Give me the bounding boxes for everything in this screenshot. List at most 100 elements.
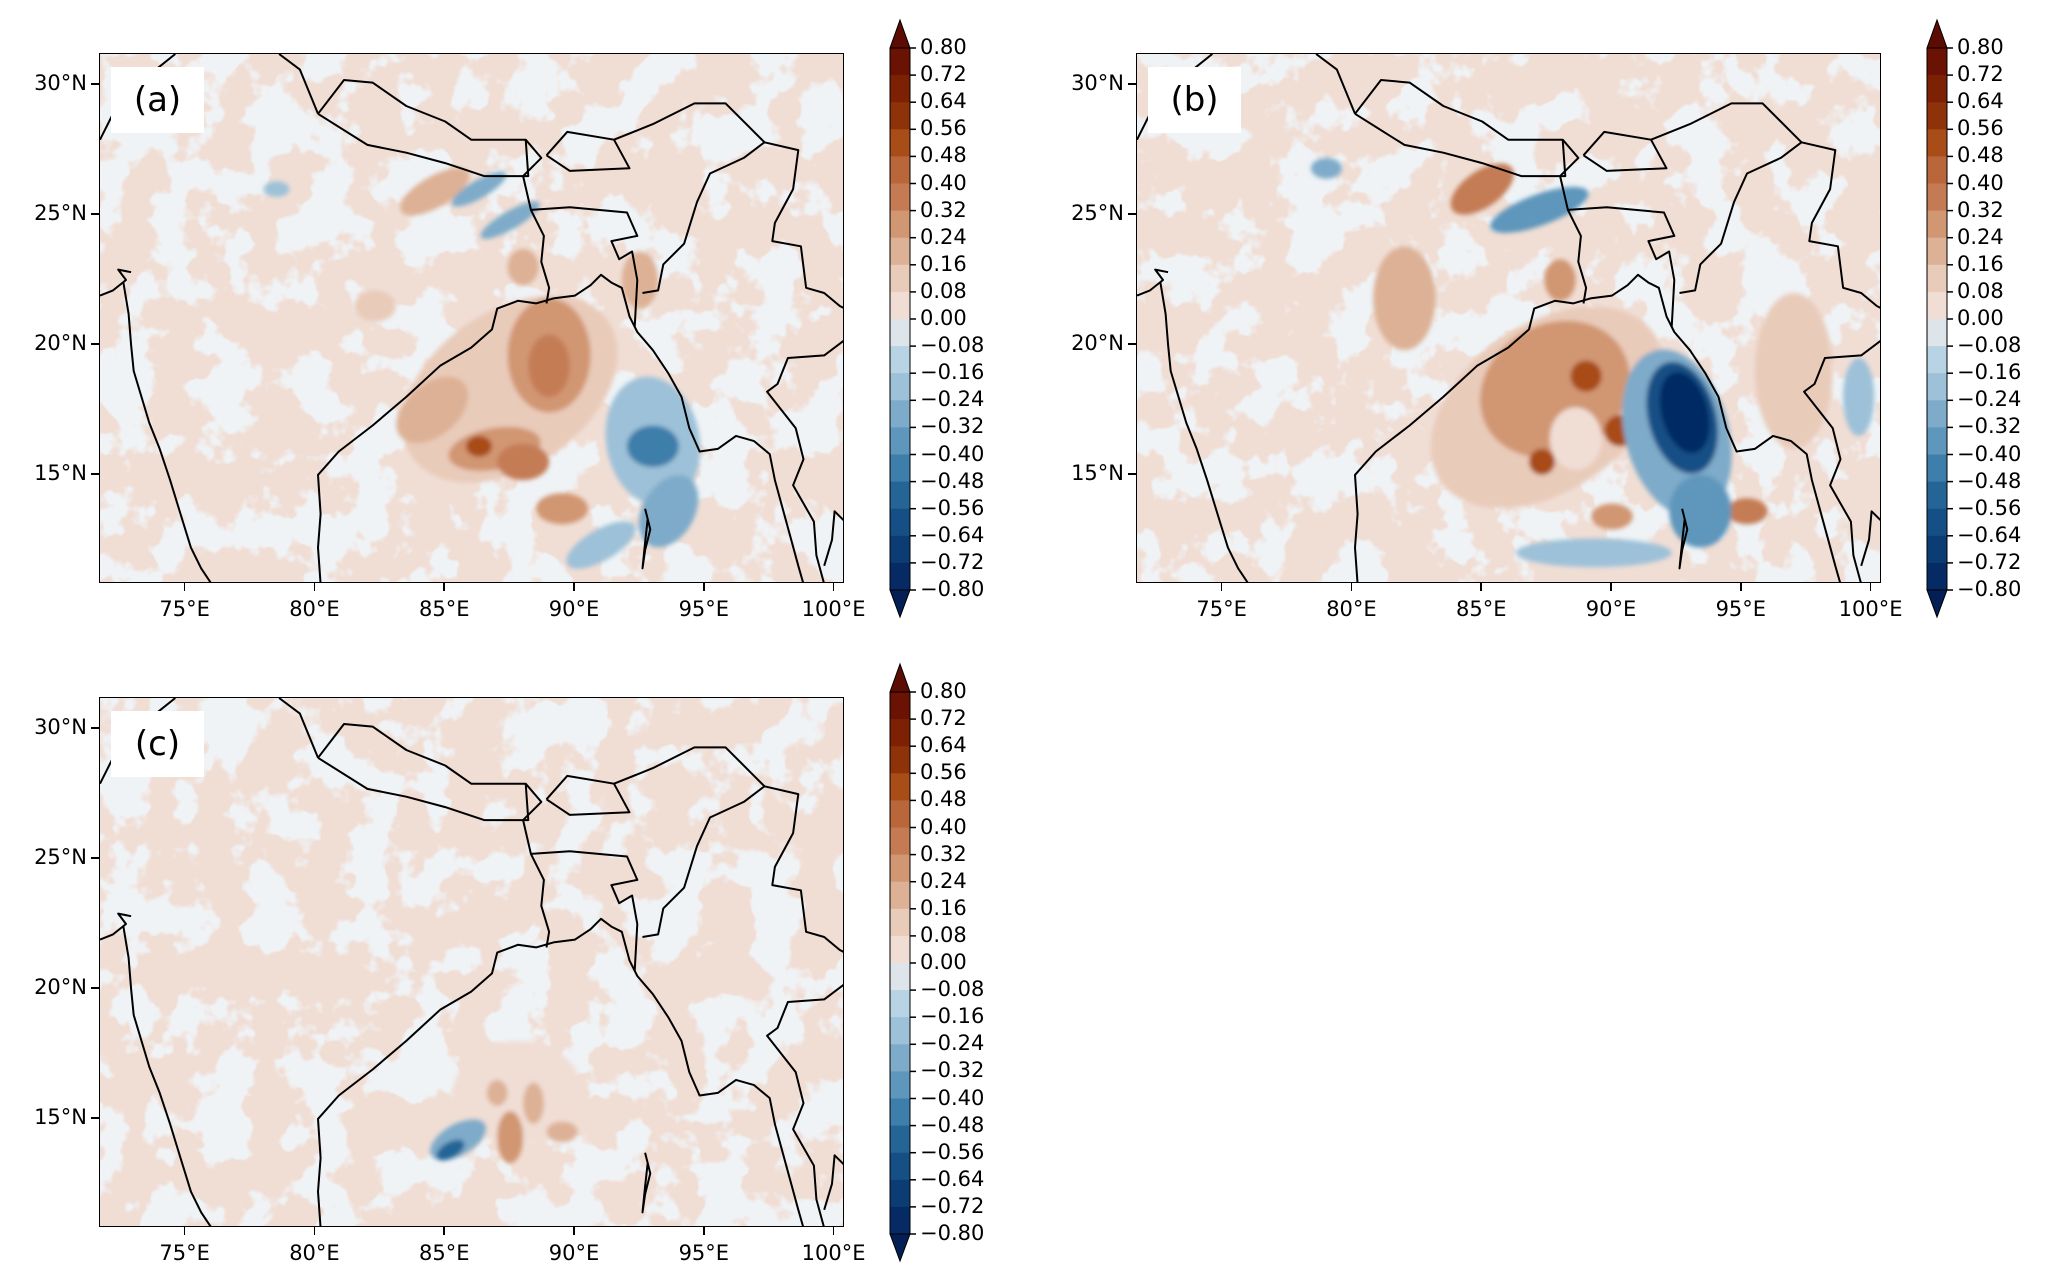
x-tick (703, 1227, 705, 1235)
colorbar-tick-label: 0.80 (920, 679, 967, 703)
y-tick (91, 1117, 99, 1119)
colorbar-tick-label: −0.16 (920, 1004, 985, 1029)
colorbar-tick-label: −0.16 (920, 360, 985, 385)
colorbar-band (890, 291, 910, 320)
colorbar-tick-label: 0.72 (920, 706, 967, 731)
positive-anomaly-contour (507, 248, 539, 286)
colorbar-tick-label: −0.80 (1957, 577, 2022, 601)
colorbar-extend-max (1926, 18, 1948, 49)
y-tick (91, 83, 99, 85)
colorbar-tick-label: −0.80 (920, 1221, 985, 1245)
y-tick-label: 20°N (1071, 330, 1124, 355)
colorbar-tick-label: −0.72 (1957, 549, 2022, 574)
colorbar-band (890, 935, 910, 964)
colorbar-band (1927, 237, 1947, 266)
positive-anomaly-contour (497, 443, 550, 481)
colorbar-band (890, 129, 910, 157)
x-tick (1350, 583, 1353, 591)
colorbar-band (890, 692, 910, 720)
coastline-bhutan (1582, 130, 1668, 172)
coastline-myan (1801, 141, 1880, 309)
colorbar-band (890, 183, 910, 212)
colorbar-band (890, 264, 910, 293)
colorbar-band (890, 800, 910, 828)
positive-anomaly-contour (536, 493, 589, 525)
colorbar-band (1927, 373, 1947, 401)
colorbar-band (890, 854, 910, 883)
coastline-tibet (278, 698, 319, 759)
colorbar-band (890, 827, 910, 856)
positive-anomaly-contour (354, 290, 396, 322)
coastline-east (317, 917, 804, 1226)
colorbar-tick-label: 0.40 (920, 814, 967, 839)
x-tick-label: 75°E (1196, 597, 1247, 621)
x-tick (1610, 583, 1612, 591)
colorbar-tick-label: −0.08 (920, 333, 985, 358)
coastline-bdeast (1567, 206, 1676, 327)
x-tick-label: 85°E (1455, 597, 1507, 621)
colorbar-extend-max (889, 662, 911, 693)
x-tick (1480, 583, 1482, 591)
positive-anomaly-contour (1570, 360, 1602, 392)
negative-anomaly-contour (566, 521, 636, 569)
colorbar-tick-label: −0.24 (1957, 387, 2022, 412)
colorbar-band (890, 881, 910, 910)
colorbar-band (890, 1098, 910, 1127)
x-tick-label: 75°E (159, 1241, 210, 1265)
positive-anomaly-contour (1544, 259, 1576, 301)
colorbar-tick-label: −0.40 (920, 1085, 985, 1110)
colorbar-band (890, 773, 910, 801)
coastline-tibet (278, 54, 319, 115)
y-tick (1128, 83, 1136, 85)
colorbar-band (890, 75, 910, 103)
colorbar-band (890, 400, 910, 428)
coastline-tibet (1315, 54, 1356, 115)
x-tick (573, 1227, 575, 1235)
y-tick-label: 25°N (1071, 201, 1124, 226)
colorbar-band (1927, 319, 1947, 347)
y-tick-label: 20°N (34, 974, 87, 999)
positive-anomaly-contour (1528, 448, 1555, 475)
colorbar-tick-label: −0.08 (920, 977, 985, 1002)
negative-anomaly-contour (626, 425, 679, 468)
positive-anomaly-contour (1754, 293, 1833, 449)
colorbar-extend-min (889, 589, 911, 619)
map-axes: (b) (1136, 53, 1881, 583)
contour-map (100, 54, 843, 582)
x-tick-label: 85°E (418, 597, 470, 621)
coastline-ne (613, 746, 766, 938)
x-tick (183, 583, 186, 591)
colorbar-band (1927, 400, 1947, 428)
panel-label: (a) (111, 67, 204, 133)
colorbar-tick-label: 0.48 (1957, 143, 2004, 168)
y-tick-label: 30°N (34, 715, 87, 740)
x-tick-label: 100°E (1838, 597, 1903, 621)
positive-anomaly-contour (497, 1111, 524, 1164)
colorbar-band (1927, 481, 1947, 510)
y-tick (1128, 343, 1136, 345)
coastline-myan (764, 785, 843, 953)
coastline-andaman (1678, 508, 1689, 570)
colorbar-band (890, 1017, 910, 1045)
positive-anomaly-contour (1450, 163, 1514, 215)
colorbar-tick-label: −0.32 (920, 1058, 985, 1083)
y-tick-label: 15°N (34, 1104, 87, 1129)
positive-anomaly-contour (466, 435, 492, 457)
x-tick-label: 95°E (678, 597, 730, 621)
colorbar-tick-label: −0.40 (1957, 441, 2022, 466)
x-tick-label: 90°E (548, 1241, 600, 1265)
coastline-thai (766, 984, 843, 1226)
contour-map (100, 698, 843, 1226)
colorbar-tick-label: −0.48 (920, 1112, 985, 1137)
colorbar-extend-min (1926, 589, 1948, 619)
colorbar-tick-label: 0.40 (1957, 170, 2004, 195)
colorbar-band (890, 562, 910, 591)
colorbar-tick-label: 0.64 (920, 733, 967, 758)
colorbar-tick-label: 0.00 (1957, 306, 2004, 330)
colorbar-tick-label: 0.80 (920, 35, 967, 59)
y-tick-label: 25°N (34, 201, 87, 226)
colorbar-tick-label: −0.72 (920, 1193, 985, 1218)
coastline-guj (100, 912, 132, 941)
positive-anomaly-contour (396, 376, 469, 444)
coastline-india (122, 926, 212, 1226)
